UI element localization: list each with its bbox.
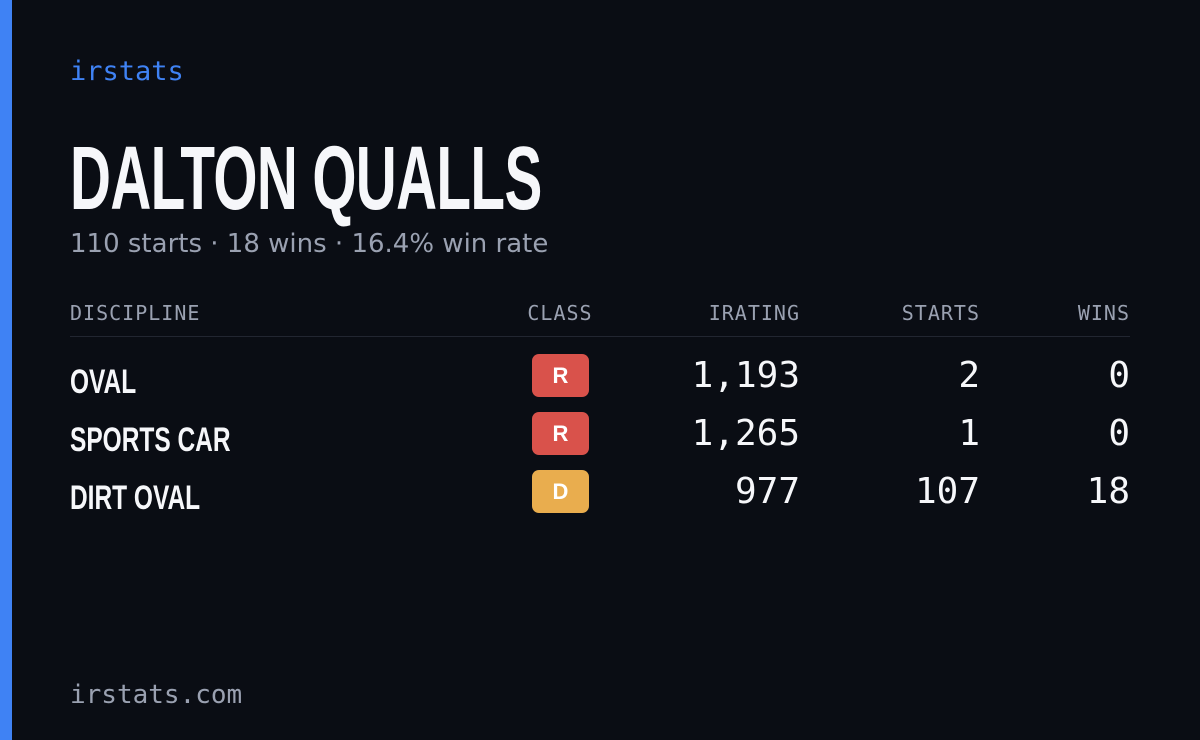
- discipline: SPORTS CAR: [70, 421, 231, 459]
- brand: irstats: [70, 56, 184, 87]
- column-header: STARTS: [901, 301, 980, 325]
- class-badge: R: [532, 354, 589, 397]
- irating: 1,265: [691, 413, 800, 454]
- column-header: IRATING: [708, 301, 800, 325]
- column-header: CLASS: [527, 301, 593, 325]
- wins: 0: [1108, 355, 1130, 396]
- player-name: DALTON QUALLS: [70, 129, 542, 229]
- summary: 110 starts · 18 wins · 16.4% win rate: [70, 229, 549, 259]
- starts: 2: [958, 355, 980, 396]
- accent-bar: [0, 0, 12, 740]
- irating: 1,193: [691, 355, 800, 396]
- starts: 107: [914, 471, 980, 512]
- wins: 0: [1108, 413, 1130, 454]
- starts: 1: [958, 413, 980, 454]
- irating: 977: [734, 471, 800, 512]
- discipline: DIRT OVAL: [70, 479, 201, 517]
- column-header: WINS: [1077, 301, 1130, 325]
- wins: 18: [1086, 471, 1130, 512]
- column-header: DISCIPLINE: [70, 301, 201, 325]
- discipline: OVAL: [70, 363, 137, 401]
- header-rule: [70, 336, 1130, 337]
- class-badge: R: [532, 412, 589, 455]
- footer: irstats.com: [70, 680, 243, 710]
- class-badge: D: [532, 470, 589, 513]
